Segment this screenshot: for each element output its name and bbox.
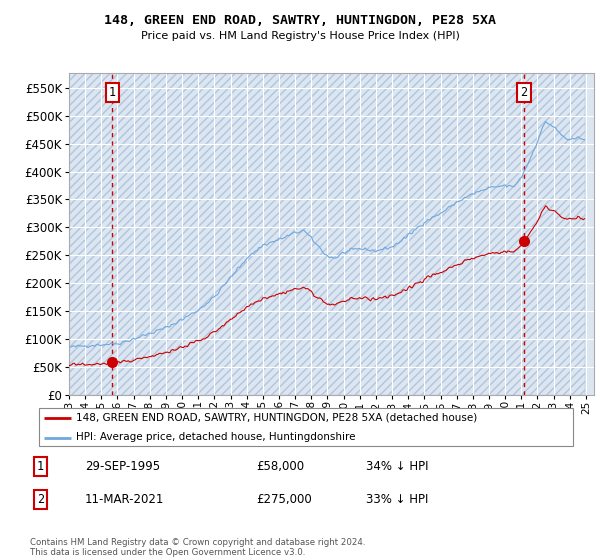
Text: 148, GREEN END ROAD, SAWTRY, HUNTINGDON, PE28 5XA (detached house): 148, GREEN END ROAD, SAWTRY, HUNTINGDON,… [77, 413, 478, 423]
148, GREEN END ROAD, SAWTRY, HUNTINGDON, PE28 5XA (detached house) [509, 249, 517, 255]
148, GREEN END ROAD, SAWTRY, HUNTINGDON, PE28 5XA (detached house) [578, 216, 586, 222]
Text: £275,000: £275,000 [256, 493, 311, 506]
Text: Price paid vs. HM Land Registry's House Price Index (HPI): Price paid vs. HM Land Registry's House … [140, 31, 460, 41]
148, GREEN END ROAD, SAWTRY, HUNTINGDON, PE28 5XA (detached house) [65, 362, 73, 369]
Line: 148, GREEN END ROAD, SAWTRY, HUNTINGDON, PE28 5XA (detached house): 148, GREEN END ROAD, SAWTRY, HUNTINGDON,… [69, 206, 584, 366]
HPI: Average price, detached house, Huntingdonshire: (2.01e+03, 2.45e+05): Average price, detached house, Huntingdo… [332, 255, 339, 262]
HPI: Average price, detached house, Huntingdonshire: (2.02e+03, 3.74e+05): Average price, detached house, Huntingdo… [511, 183, 518, 189]
Text: 2: 2 [520, 86, 527, 99]
Text: £58,000: £58,000 [256, 460, 304, 473]
Text: 29-SEP-1995: 29-SEP-1995 [85, 460, 160, 473]
HPI: Average price, detached house, Huntingdonshire: (2.02e+03, 4.9e+05): Average price, detached house, Huntingdo… [542, 118, 549, 125]
Text: 1: 1 [109, 86, 116, 99]
FancyBboxPatch shape [39, 408, 574, 446]
Text: 1: 1 [37, 460, 44, 473]
Text: 2: 2 [37, 493, 44, 506]
Text: 34% ↓ HPI: 34% ↓ HPI [366, 460, 429, 473]
Text: 33% ↓ HPI: 33% ↓ HPI [366, 493, 428, 506]
Line: HPI: Average price, detached house, Huntingdonshire: HPI: Average price, detached house, Hunt… [69, 122, 584, 348]
148, GREEN END ROAD, SAWTRY, HUNTINGDON, PE28 5XA (detached house) [433, 270, 440, 277]
HPI: Average price, detached house, Huntingdonshire: (2.02e+03, 4.57e+05): Average price, detached house, Huntingdo… [581, 136, 588, 143]
148, GREEN END ROAD, SAWTRY, HUNTINGDON, PE28 5XA (detached house) [542, 203, 549, 209]
HPI: Average price, detached house, Huntingdonshire: (2.02e+03, 3.22e+05): Average price, detached house, Huntingdo… [434, 212, 442, 219]
Text: 11-MAR-2021: 11-MAR-2021 [85, 493, 164, 506]
HPI: Average price, detached house, Huntingdonshire: (1.99e+03, 8.65e+04): Average price, detached house, Huntingdo… [83, 343, 90, 350]
148, GREEN END ROAD, SAWTRY, HUNTINGDON, PE28 5XA (detached house) [581, 215, 588, 222]
HPI: Average price, detached house, Huntingdonshire: (1.99e+03, 8.47e+04): Average price, detached house, Huntingdo… [84, 344, 91, 351]
148, GREEN END ROAD, SAWTRY, HUNTINGDON, PE28 5XA (detached house) [331, 302, 338, 309]
Text: HPI: Average price, detached house, Huntingdonshire: HPI: Average price, detached house, Hunt… [77, 432, 356, 442]
Text: 148, GREEN END ROAD, SAWTRY, HUNTINGDON, PE28 5XA: 148, GREEN END ROAD, SAWTRY, HUNTINGDON,… [104, 14, 496, 27]
HPI: Average price, detached house, Huntingdonshire: (2.02e+03, 4.57e+05): Average price, detached house, Huntingdo… [580, 136, 587, 143]
148, GREEN END ROAD, SAWTRY, HUNTINGDON, PE28 5XA (detached house) [99, 360, 106, 367]
HPI: Average price, detached house, Huntingdonshire: (2e+03, 8.93e+04): Average price, detached house, Huntingdo… [100, 342, 107, 348]
148, GREEN END ROAD, SAWTRY, HUNTINGDON, PE28 5XA (detached house) [83, 362, 90, 368]
HPI: Average price, detached house, Huntingdonshire: (1.99e+03, 8.6e+04): Average price, detached house, Huntingdo… [65, 343, 73, 350]
Text: Contains HM Land Registry data © Crown copyright and database right 2024.
This d: Contains HM Land Registry data © Crown c… [30, 538, 365, 557]
